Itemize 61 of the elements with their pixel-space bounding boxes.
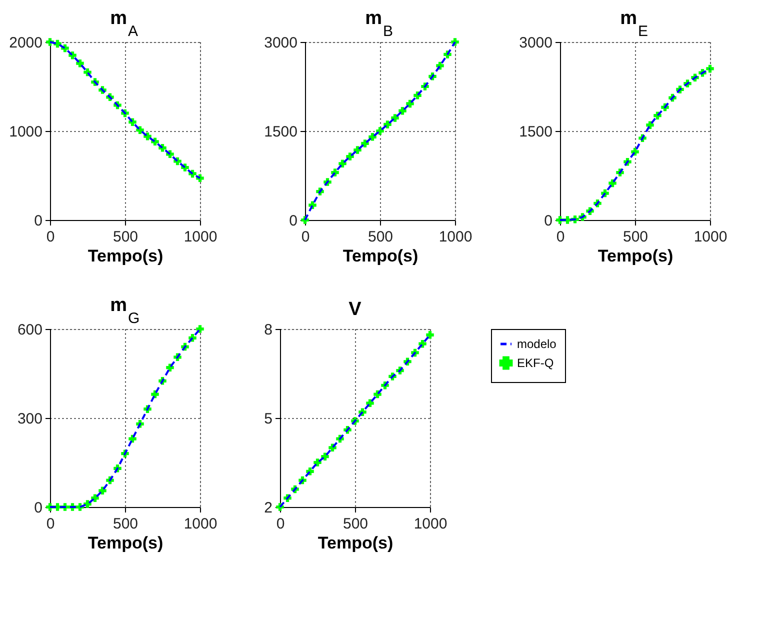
chart-title: V <box>348 299 362 320</box>
point <box>338 160 346 168</box>
point <box>376 127 384 135</box>
legend-label: EKF-Q <box>517 356 554 370</box>
x-axis-title: Tempo(s) <box>342 246 418 266</box>
point <box>361 140 369 148</box>
point <box>98 486 106 495</box>
point <box>321 452 329 460</box>
x-axis-title: Tempo(s) <box>88 246 164 266</box>
point <box>646 121 654 129</box>
point <box>608 179 616 188</box>
y-tick-label: 300 <box>17 410 42 428</box>
y-tick-label: 600 <box>17 322 42 338</box>
y-tick-label: 0 <box>289 212 298 230</box>
y-tick-label: 2 <box>264 500 272 516</box>
point <box>398 106 406 115</box>
x-axis-title: Tempo(s) <box>318 534 394 552</box>
x-tick-label: 500 <box>112 228 138 246</box>
point <box>354 146 362 154</box>
x-tick-label: 0 <box>46 228 55 246</box>
point <box>91 494 99 502</box>
x-tick-label: 1000 <box>694 228 728 246</box>
point <box>144 132 152 140</box>
y-tick-label: 5 <box>264 410 272 428</box>
y-tick-label: 0 <box>544 212 552 230</box>
point <box>706 64 714 73</box>
x-tick-label: 500 <box>622 228 648 246</box>
point <box>426 331 434 339</box>
point <box>314 458 322 466</box>
y-tick-label: 1000 <box>9 124 42 140</box>
y-tick-label: 1500 <box>264 124 298 140</box>
x-tick-label: 0 <box>301 228 310 246</box>
y-tick-label: 3000 <box>264 34 298 52</box>
x-tick-label: 1000 <box>414 516 448 532</box>
point <box>391 114 399 122</box>
y-tick-label: 8 <box>264 322 272 338</box>
x-tick-label: 1000 <box>438 228 472 246</box>
point <box>366 399 374 408</box>
x-tick-label: 500 <box>342 516 368 532</box>
y-tick-label: 1500 <box>519 124 552 140</box>
x-axis-title: Tempo(s) <box>598 246 674 266</box>
y-tick-label: 3000 <box>519 34 552 52</box>
point <box>136 126 144 134</box>
point <box>76 59 84 68</box>
x-axis-title: Tempo(s) <box>88 534 164 552</box>
point <box>196 325 204 333</box>
point <box>406 100 414 108</box>
x-tick-label: 1000 <box>184 516 218 532</box>
y-tick-label: 0 <box>34 212 42 230</box>
point <box>384 120 392 128</box>
x-tick-label: 500 <box>368 228 394 246</box>
point <box>374 390 382 398</box>
x-tick-label: 500 <box>112 516 138 532</box>
point <box>346 152 354 160</box>
x-tick-label: 0 <box>556 228 565 246</box>
point <box>368 133 376 141</box>
y-tick-label: 0 <box>34 500 42 516</box>
x-tick-label: 0 <box>46 516 55 532</box>
legend-label: modelo <box>517 337 557 351</box>
x-tick-label: 1000 <box>184 228 218 246</box>
y-tick-label: 2000 <box>9 34 42 52</box>
